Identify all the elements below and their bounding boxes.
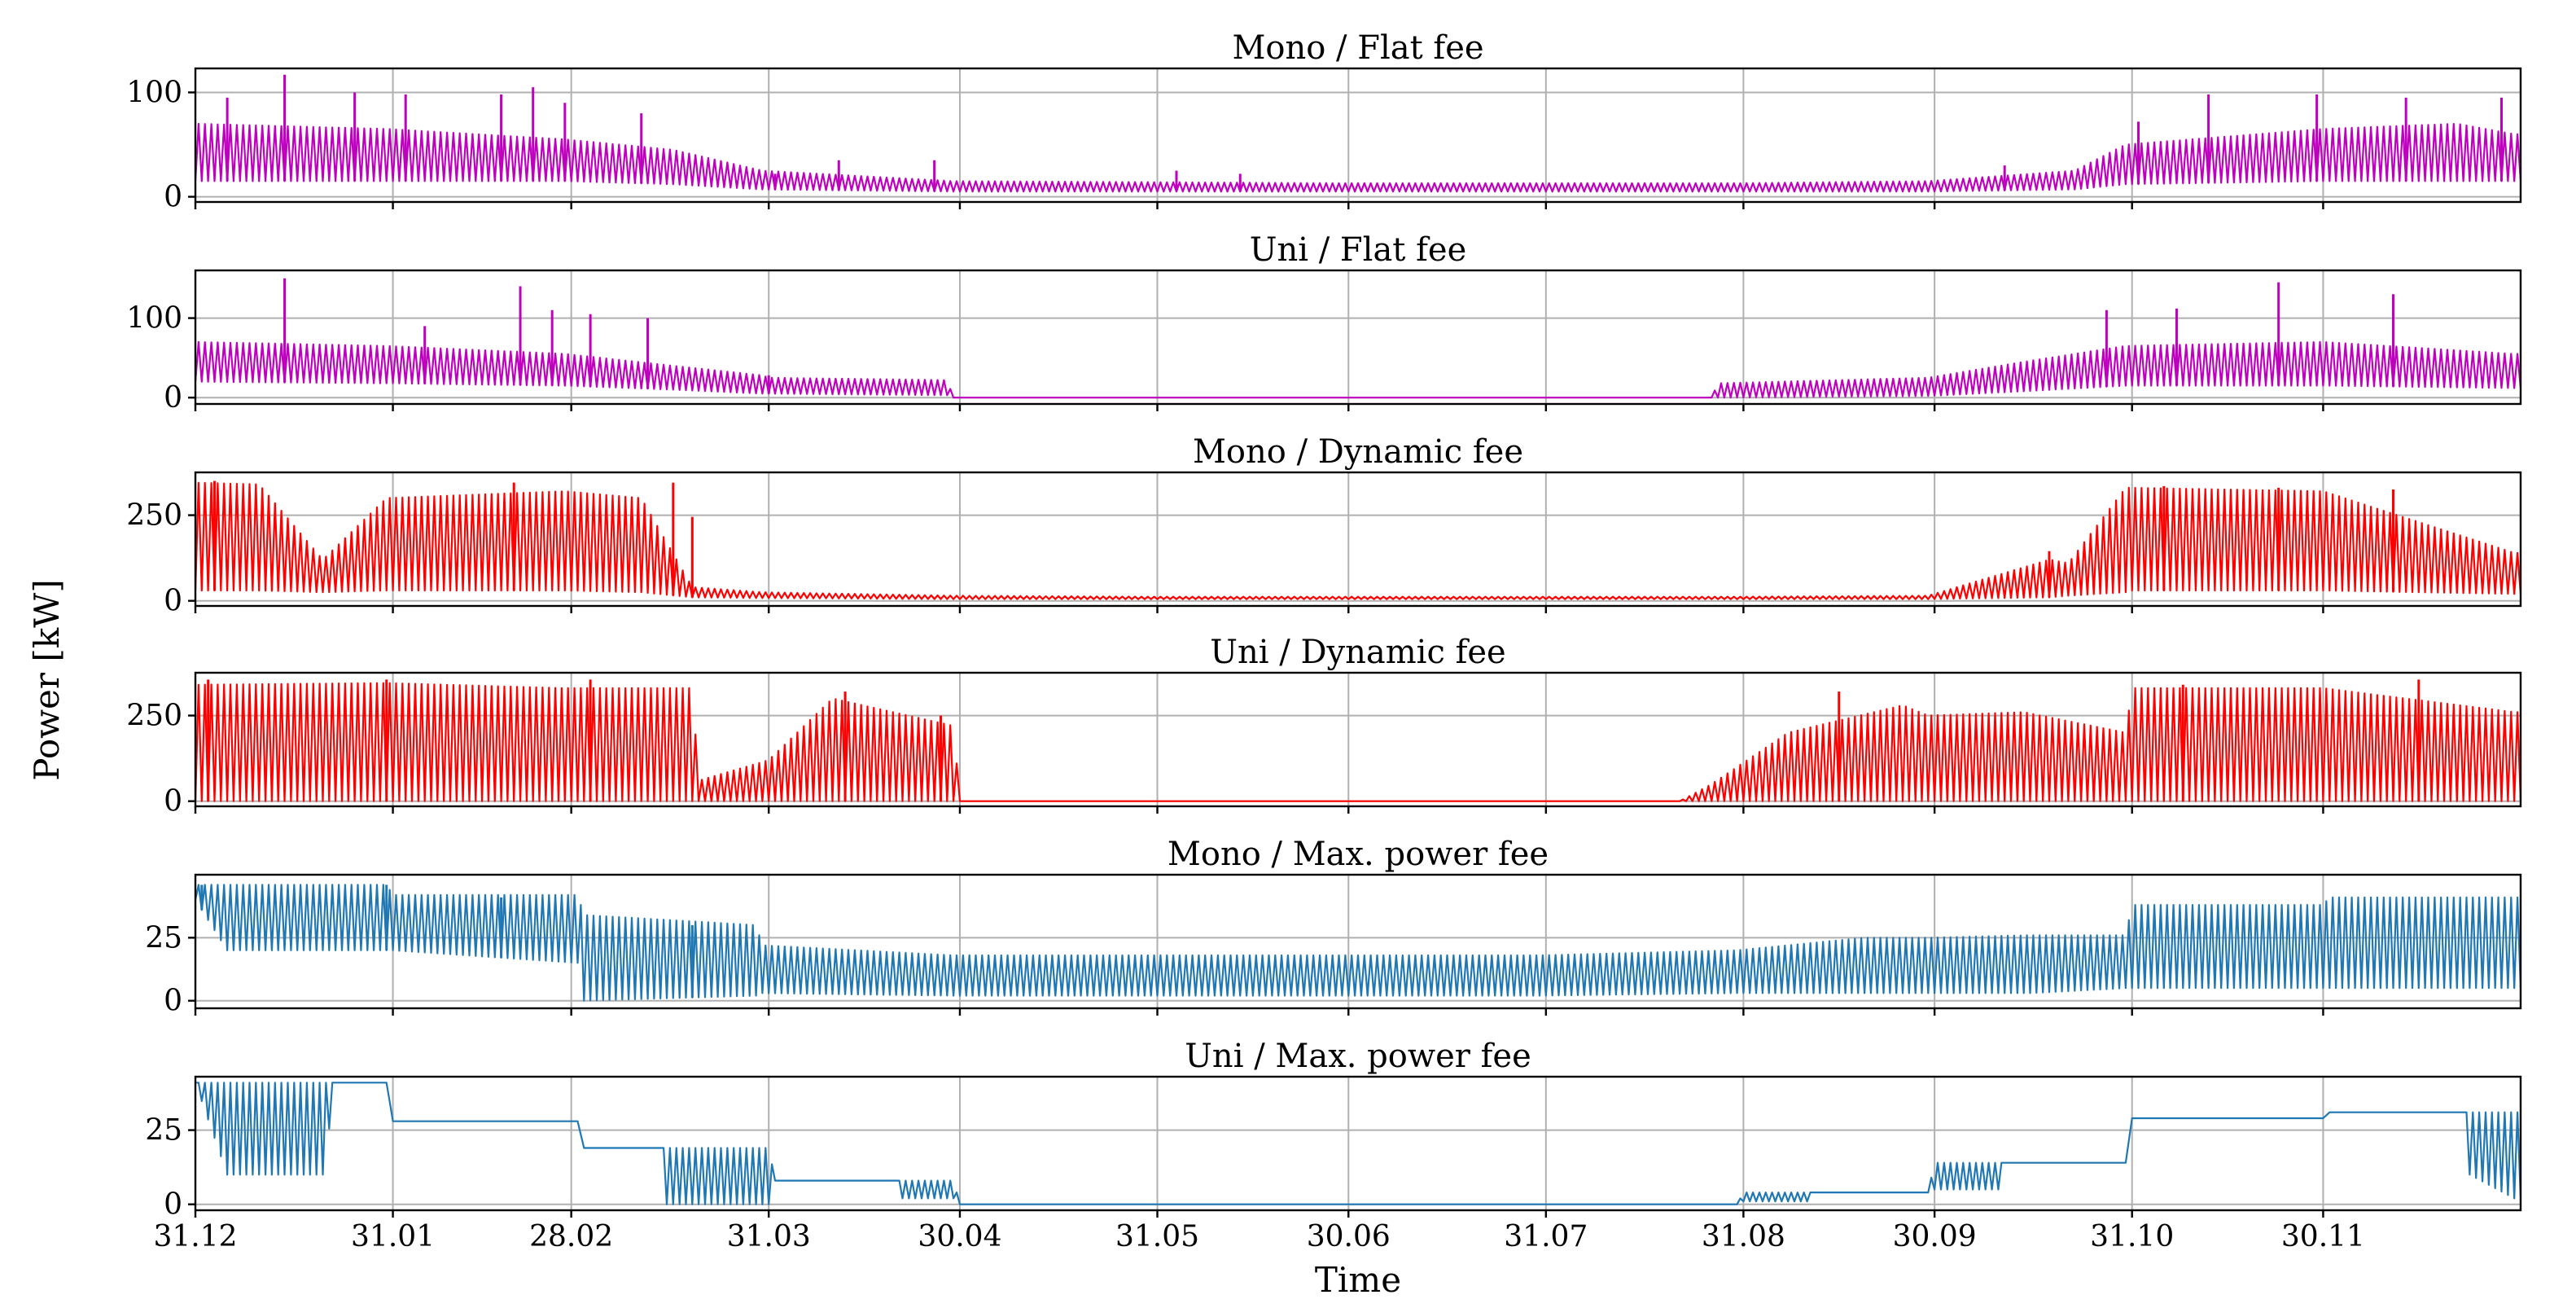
x-tick-label: 31.08	[1702, 1220, 1785, 1253]
panel-title: Uni / Max. power fee	[1185, 1038, 1531, 1075]
x-tick-label: 30.09	[1893, 1220, 1977, 1253]
axes-frame	[194, 67, 2522, 204]
series-line	[195, 884, 2521, 1002]
y-tick-label: 0	[164, 785, 182, 819]
panel: Uni / Flat fee 0 100	[126, 231, 2522, 415]
x-tick-label: 31.01	[351, 1220, 435, 1253]
series-line	[195, 340, 2521, 399]
series-line	[195, 682, 2521, 802]
y-tick-label: 0	[164, 381, 182, 415]
y-tick-label: 100	[126, 76, 182, 109]
x-tick-label: 31.10	[2090, 1220, 2174, 1253]
axes-frame	[194, 1075, 2522, 1212]
x-tick-label: 31.12	[153, 1220, 237, 1253]
axes-frame	[194, 471, 2522, 608]
panel: Uni / Dynamic fee 0 250	[126, 634, 2522, 819]
axes-frame	[194, 269, 2522, 406]
x-tick-label: 31.03	[727, 1220, 811, 1253]
axes-frame	[194, 873, 2522, 1010]
panel-title: Mono / Max. power fee	[1168, 836, 1549, 873]
y-tick-label: 0	[164, 985, 182, 1018]
y-tick-label: 0	[164, 1188, 182, 1222]
series-line	[195, 122, 2521, 193]
panel-title: Mono / Flat fee	[1232, 29, 1483, 67]
panel: Uni / Max. power fee 31.12 31.01 28.02 31.03…	[145, 1038, 2522, 1253]
series-line	[195, 481, 2521, 600]
panel-title: Uni / Dynamic fee	[1210, 634, 1505, 671]
x-tick-label: 28.02	[529, 1220, 613, 1253]
panel: Mono / Dynamic fee 0 250	[126, 433, 2522, 618]
y-axis-label: Power [kW]	[27, 579, 67, 780]
y-tick-label: 0	[164, 181, 182, 214]
x-tick-label: 31.05	[1115, 1220, 1199, 1253]
y-tick-label: 25	[145, 921, 182, 955]
y-tick-label: 250	[126, 499, 182, 533]
panel: Mono / Max. power fee 0 25	[145, 836, 2522, 1018]
series-line	[195, 1082, 2521, 1205]
x-tick-label: 30.11	[2281, 1220, 2365, 1253]
panel-title: Mono / Dynamic fee	[1193, 433, 1523, 471]
x-tick-label: 31.07	[1504, 1220, 1588, 1253]
x-axis-label: Time	[1315, 1260, 1401, 1300]
axes-frame	[194, 671, 2522, 808]
panel-title: Uni / Flat fee	[1250, 231, 1467, 269]
y-tick-label: 25	[145, 1114, 182, 1148]
y-tick-label: 250	[126, 700, 182, 733]
x-tick-label: 30.04	[918, 1220, 1001, 1253]
y-tick-label: 0	[164, 585, 182, 618]
panel: Mono / Flat fee 0 100	[126, 29, 2522, 214]
x-tick-label: 30.06	[1307, 1220, 1391, 1253]
y-tick-label: 100	[126, 302, 182, 336]
